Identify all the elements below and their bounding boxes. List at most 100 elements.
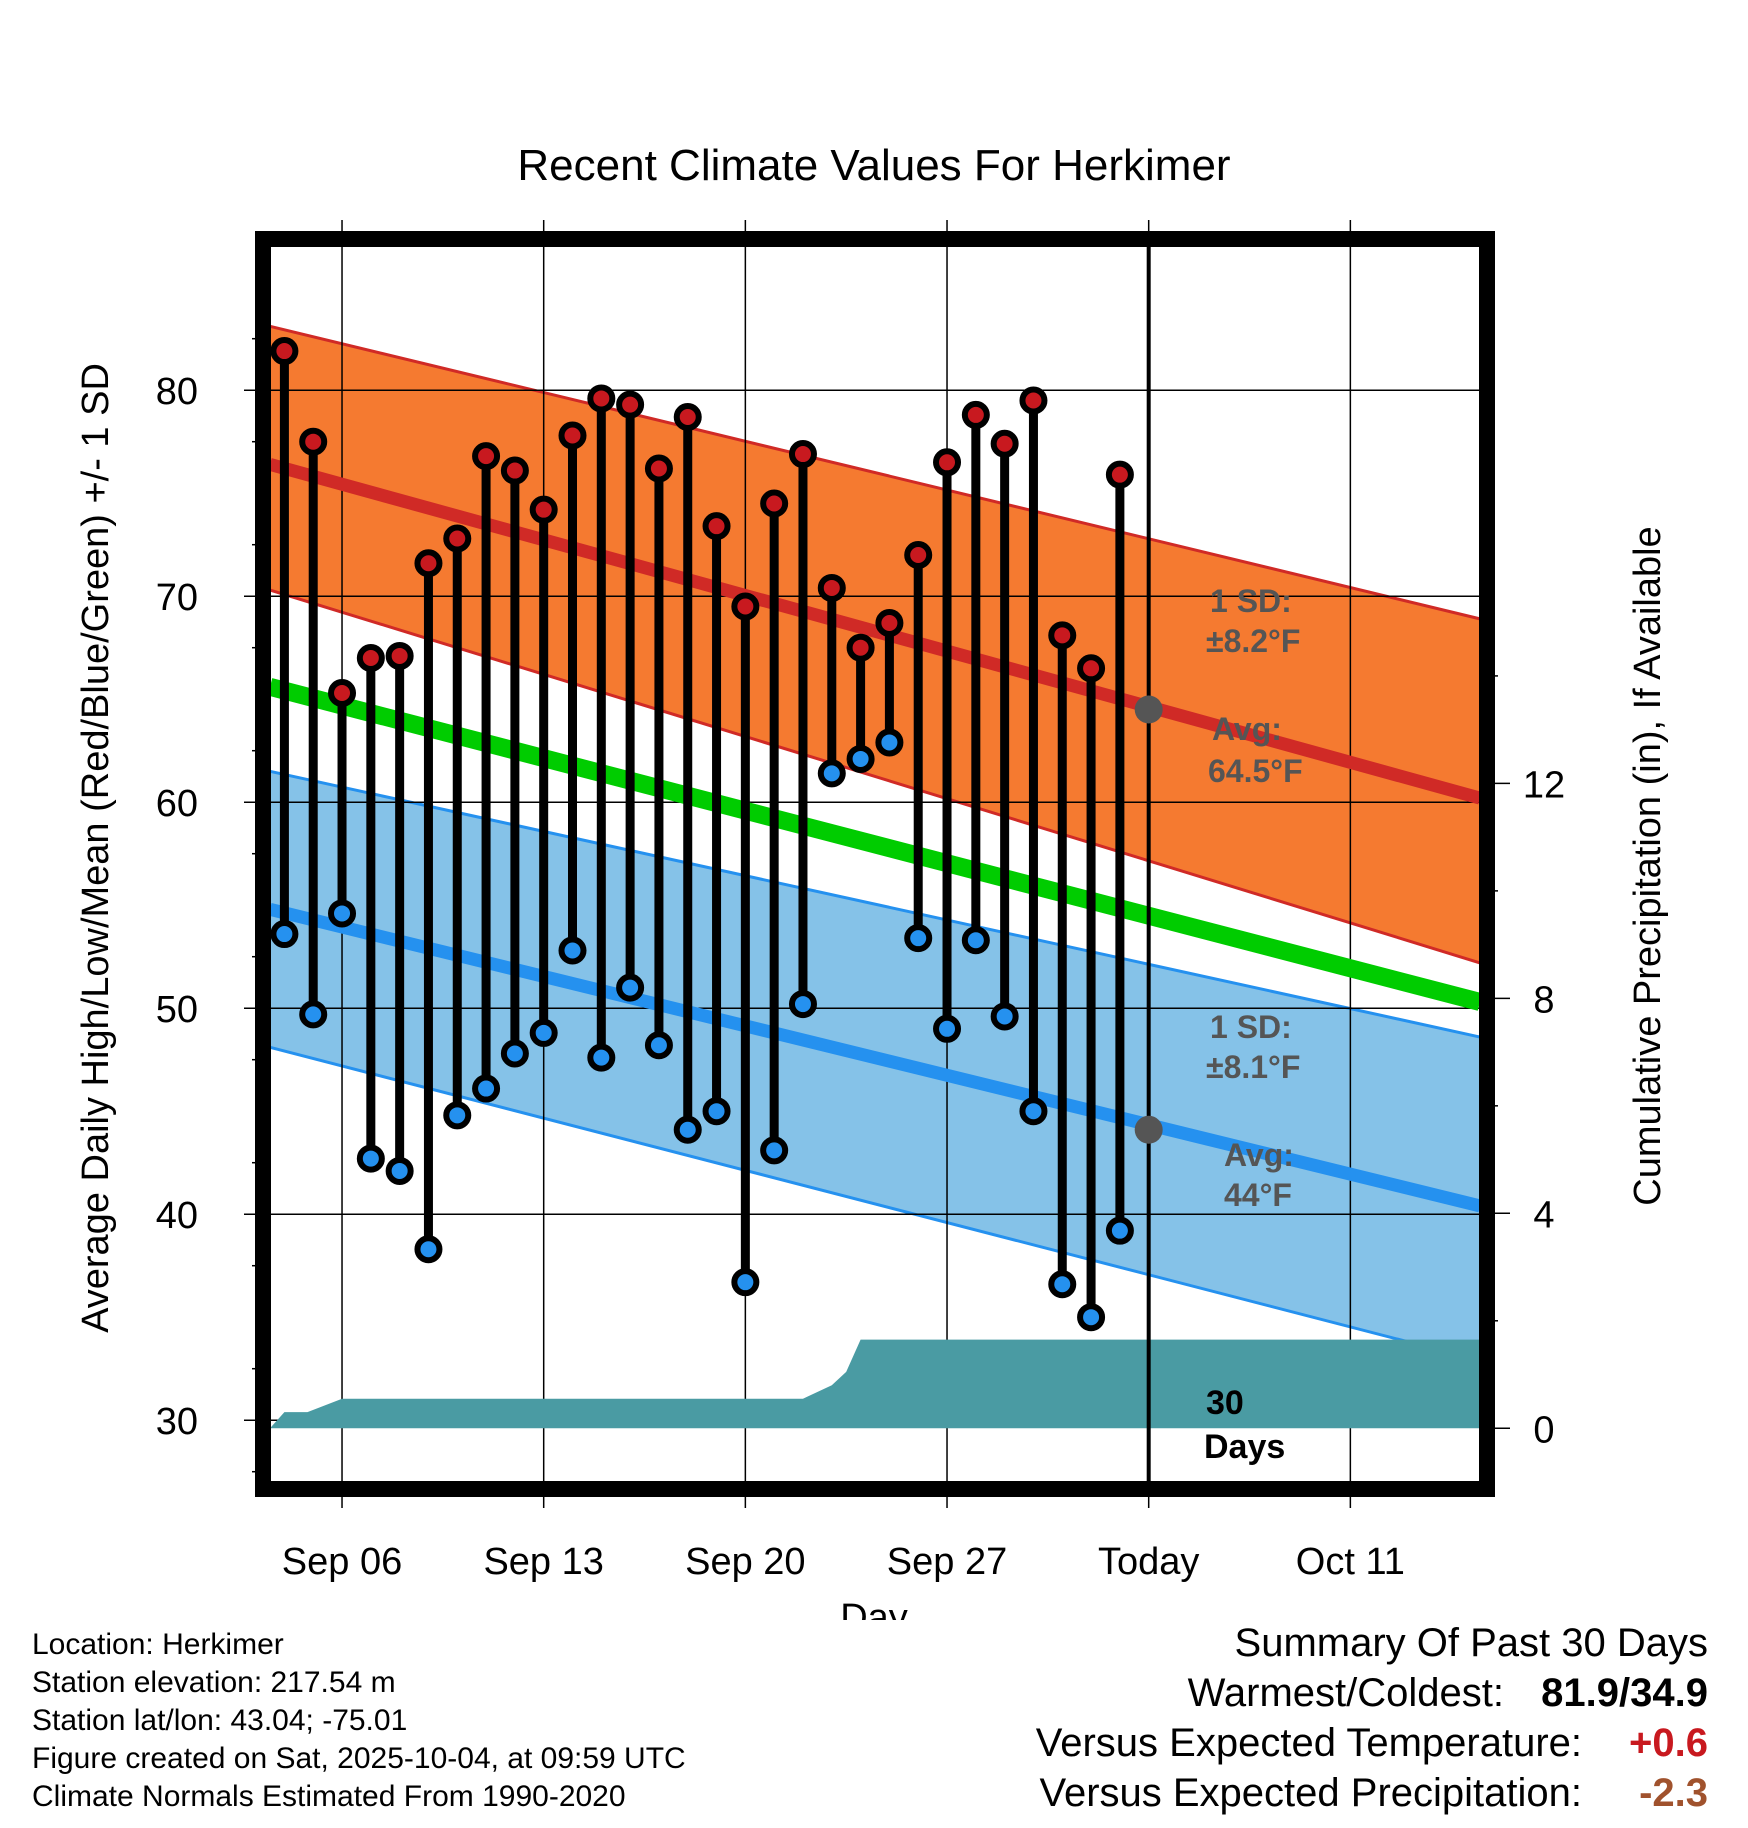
summary-precip-value: -2.3 (1639, 1771, 1708, 1815)
today-high-avg-marker (1134, 695, 1163, 724)
daily-low-point (933, 1014, 962, 1043)
summary-temp-label: Versus Expected Temperature: (1035, 1721, 1582, 1765)
x-axis-label: Day (840, 1597, 908, 1620)
daily-high-point (328, 679, 357, 708)
daily-high-point (846, 633, 875, 662)
high-sd-value: ±8.2°F (1206, 623, 1300, 659)
y-tick-label: 50 (156, 989, 198, 1031)
daily-low-point (270, 920, 299, 949)
y-tick-label: 40 (156, 1195, 198, 1237)
daily-low-point (760, 1136, 789, 1165)
daily-low-point (328, 899, 357, 928)
high-sd-label: 1 SD: (1210, 583, 1292, 619)
daily-low-point (1048, 1270, 1077, 1299)
meta-latlon: Station lat/lon: 43.04; -75.01 (32, 1704, 408, 1737)
daily-high-point (587, 384, 616, 413)
normal-low-band-upper-edge (269, 769, 1481, 1039)
summary-warmest-row: Warmest/Coldest: 81.9/34.9 (1036, 1668, 1708, 1718)
summary-warmest-value: 81.9/34.9 (1541, 1671, 1708, 1715)
daily-high-point (500, 456, 529, 485)
daily-high-point (558, 421, 587, 450)
y2-axis-label: Cumulative Precipitation (in), If Availa… (1627, 526, 1669, 1205)
summary-warmest-label: Warmest/Coldest: (1187, 1671, 1504, 1715)
daily-high-point (760, 489, 789, 518)
daily-low-point (817, 759, 846, 788)
daily-low-point (299, 1000, 328, 1029)
x-tick-label: Sep 20 (685, 1541, 805, 1583)
daily-high-point (356, 644, 385, 672)
daily-high-point (1048, 621, 1077, 650)
chart-title: Recent Climate Values For Herkimer (517, 141, 1230, 190)
daily-low-point (1019, 1097, 1048, 1126)
normal-low-band-lower-edge (269, 1045, 1481, 1362)
y2-tick-label: 12 (1523, 764, 1565, 806)
summary-precip-label: Versus Expected Precipitation: (1039, 1771, 1582, 1815)
y-tick-label: 70 (156, 577, 198, 619)
daily-high-point (299, 427, 328, 456)
x-tick-label: Oct 11 (1296, 1541, 1405, 1583)
y2-tick-label: 0 (1533, 1409, 1554, 1451)
daily-low-point (385, 1156, 414, 1185)
high-avg-value: 64.5°F (1208, 753, 1303, 789)
summary-heading: Summary Of Past 30 Days (1234, 1621, 1708, 1665)
summary-temp-value: +0.6 (1629, 1721, 1708, 1765)
daily-high-point (731, 592, 760, 621)
normal-low-line (268, 903, 1482, 1213)
normal-high-line (268, 458, 1482, 805)
high-avg-label: Avg: (1212, 711, 1282, 747)
daily-high-point (875, 608, 904, 637)
summary-panel: Summary Of Past 30 Days Warmest/Coldest:… (1036, 1618, 1708, 1818)
low-avg-value: 44°F (1224, 1177, 1292, 1213)
daily-high-point (990, 429, 1019, 458)
meta-created: Figure created on Sat, 2025-10-04, at 09… (32, 1742, 686, 1775)
daily-low-point (846, 744, 875, 773)
y-tick-label: 80 (156, 371, 198, 413)
daily-high-point (702, 512, 731, 541)
summary-temp-row: Versus Expected Temperature: +0.6 (1036, 1718, 1708, 1768)
days-count: 30 (1206, 1384, 1244, 1422)
daily-high-point (817, 573, 846, 602)
daily-high-point (1019, 386, 1048, 415)
daily-low-point (702, 1097, 731, 1126)
climate-chart: Recent Climate Values For Herkimer 1 SD:… (75, 141, 1669, 1620)
y-tick-label: 60 (156, 783, 198, 825)
y2-tick-label: 8 (1533, 979, 1554, 1021)
daily-low-point (443, 1101, 472, 1130)
daily-low-point (961, 926, 990, 955)
meta-location: Location: Herkimer (32, 1628, 284, 1661)
normal-high-band-upper-edge (269, 324, 1481, 621)
low-sd-value: ±8.1°F (1206, 1049, 1300, 1085)
daily-low-point (356, 1144, 385, 1173)
daily-high-point (1105, 460, 1134, 489)
meta-normals: Climate Normals Estimated From 1990-2020 (32, 1780, 626, 1813)
daily-high-point (385, 641, 414, 670)
daily-high-point (472, 442, 501, 471)
daily-low-point (731, 1268, 760, 1297)
daily-low-point (904, 924, 933, 953)
daily-high-point (644, 454, 673, 483)
daily-low-point (558, 936, 587, 965)
x-tick-label: Today (1098, 1541, 1199, 1583)
low-sd-label: 1 SD: (1210, 1009, 1292, 1045)
daily-high-point (414, 549, 443, 578)
daily-low-point (1105, 1216, 1134, 1245)
normal-mean-line (267, 678, 1483, 1011)
normal-high-band-lower-edge (269, 588, 1481, 965)
meta-elevation: Station elevation: 217.54 m (32, 1666, 396, 1699)
today-low-avg-marker (1134, 1115, 1163, 1144)
daily-low-point (788, 990, 817, 1019)
y-tick-label: 30 (156, 1401, 198, 1443)
daily-low-point (587, 1043, 616, 1072)
daily-high-point (933, 448, 962, 477)
daily-low-point (644, 1031, 673, 1060)
daily-low-point (472, 1074, 501, 1103)
daily-high-point (443, 524, 472, 553)
daily-high-point (1077, 654, 1106, 683)
daily-low-point (500, 1039, 529, 1068)
x-tick-label: Sep 27 (887, 1541, 1007, 1583)
low-avg-label: Avg: (1224, 1137, 1294, 1173)
daily-low-point (990, 1002, 1019, 1031)
plot-frame (255, 231, 1495, 1497)
station-metadata: Location: Herkimer Station elevation: 21… (32, 1626, 686, 1816)
x-tick-label: Sep 13 (483, 1541, 603, 1583)
